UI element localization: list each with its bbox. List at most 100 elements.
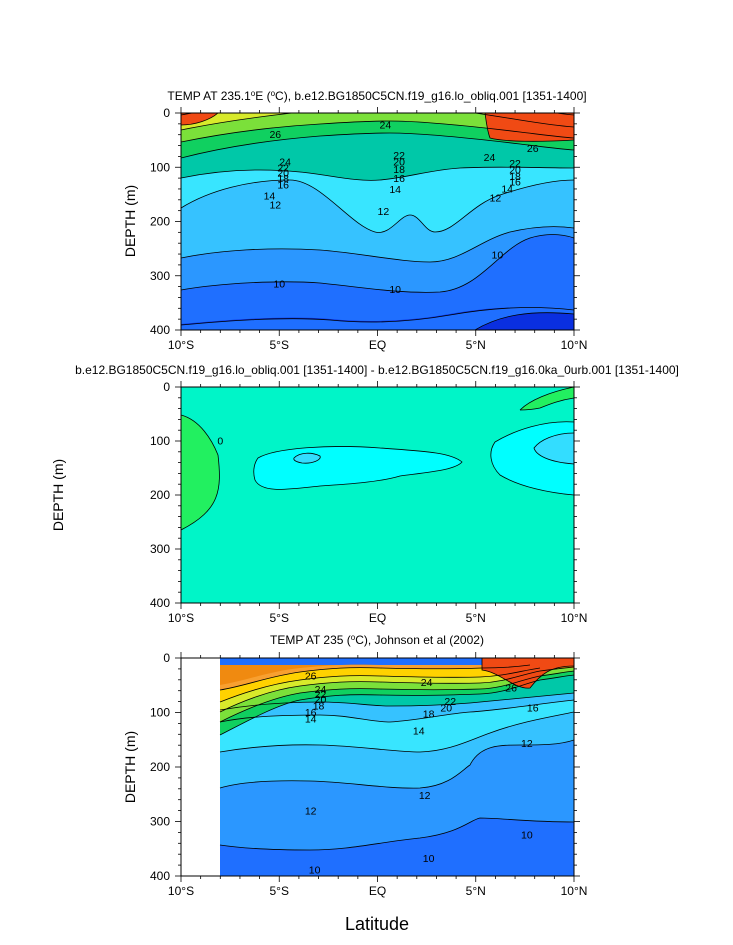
contour-label: 16 [509, 176, 521, 188]
y-tick-label: 400 [150, 323, 170, 337]
obs-band-24-26 [220, 665, 530, 690]
contour-label: 18 [313, 700, 325, 712]
band-26-28-right [420, 0, 574, 88]
y-tick-label: 300 [150, 815, 170, 829]
contour-label: 12 [378, 206, 390, 218]
contour-label: 22 [315, 689, 327, 701]
contour-label: 16 [527, 703, 539, 715]
contour-label: 22 [444, 696, 456, 708]
contour-label: 24 [484, 152, 496, 164]
panel2-ylabel: DEPTH (m) [50, 459, 66, 531]
contour-label: 16 [277, 180, 289, 192]
panel1-contour-lines [181, 113, 574, 330]
diff-pos-topright [520, 387, 574, 410]
contour-label: 24 [315, 684, 327, 696]
contour-label: 18 [423, 709, 435, 721]
band-gt28-left [181, 113, 218, 125]
panel2-title: b.e12.BG1850C5CN.f19_g16.lo_obliq.001 [1… [75, 363, 679, 377]
contour-label: 12 [490, 193, 502, 205]
diff-base [181, 387, 574, 603]
contour-label: 12 [419, 790, 431, 802]
band-24-26 [181, 0, 574, 103]
x-tick-label: EQ [369, 611, 386, 625]
panel2-contour-labels: 0 [217, 436, 223, 448]
contour-label: 26 [269, 129, 281, 141]
contour-label: 22 [277, 162, 289, 174]
x-tick-label: 5°N [466, 611, 486, 625]
x-tick-label: EQ [369, 338, 386, 352]
contour-label: 20 [509, 164, 521, 176]
x-tick-label: 5°N [466, 338, 486, 352]
contour-label: 18 [509, 171, 521, 183]
contour-label: 26 [527, 143, 539, 155]
y-tick-label: 0 [163, 651, 170, 665]
panel2-filled-contours [181, 387, 574, 603]
y-tick-label: 100 [150, 434, 170, 448]
x-tick-label: 5°S [270, 338, 289, 352]
x-tick-label: 5°N [466, 884, 486, 898]
contour-label: 22 [509, 158, 521, 170]
x-tick-label: 10°S [168, 611, 194, 625]
contour-label: 20 [393, 156, 405, 168]
band-deep-right [475, 312, 574, 330]
y-tick-label: 0 [163, 106, 170, 120]
band-13-14 [181, 167, 574, 233]
panel1-filled-contours [181, 0, 574, 330]
diff-pos-left [181, 415, 220, 530]
contour-label: 14 [501, 183, 513, 195]
band-11-12 [181, 226, 574, 293]
x-tick-label: 10°S [168, 884, 194, 898]
diff-neg2-centre [293, 453, 321, 464]
y-tick-label: 400 [150, 596, 170, 610]
contour-label: 10 [389, 284, 401, 296]
panel-difference: b.e12.BG1850C5CN.f19_g16.lo_obliq.001 [1… [50, 363, 679, 625]
contour-label: 10 [492, 250, 504, 262]
y-tick-label: 200 [150, 760, 170, 774]
y-tick-label: 100 [150, 706, 170, 720]
contour-label: 20 [440, 703, 452, 715]
panel-model-temp: TEMP AT 235.1oE (oC), b.e12.BG1850C5CN.f… [122, 0, 587, 353]
x-tick-label: 10°N [561, 884, 588, 898]
y-tick-label: 200 [150, 215, 170, 229]
obs-band-gt28 [482, 658, 574, 689]
contour-label: 14 [413, 726, 425, 738]
contour-label: 26 [305, 670, 317, 682]
contour-label: 12 [521, 738, 533, 750]
band-gt28-right [485, 113, 574, 142]
panel3-title: TEMP AT 235 (oC), Johnson et al (2002) [270, 633, 484, 648]
y-tick-label: 400 [150, 869, 170, 883]
panel2-axes: 10°S 5°S EQ 5°N 10°N 0 100 200 300 400 [150, 380, 587, 625]
contour-label: 24 [279, 156, 291, 168]
contour-label: 16 [305, 707, 317, 719]
contour-label: 18 [277, 173, 289, 185]
band-10-11 [181, 307, 574, 330]
panel3-ylabel: DEPTH (m) [122, 731, 138, 803]
x-tick-label: 10°N [561, 611, 588, 625]
band-10-11b [181, 234, 574, 324]
band-16-18 [181, 121, 574, 158]
y-tick-label: 0 [163, 380, 170, 394]
band-18-20 [181, 113, 574, 142]
y-tick-label: 300 [150, 269, 170, 283]
contour-label: 14 [389, 184, 401, 196]
x-tick-label: 5°S [270, 611, 289, 625]
x-axis-label: Latitude [345, 914, 409, 934]
contour-label: 10 [521, 830, 533, 842]
panel-observations: TEMP AT 235 (oC), Johnson et al (2002) [122, 633, 587, 899]
band-14-16 [181, 133, 574, 181]
contour-label: 10 [423, 853, 435, 865]
y-tick-label: 300 [150, 542, 170, 556]
contour-label: 18 [393, 164, 405, 176]
panel3-axes: 10°S 5°S EQ 5°N 10°N 0 100 200 300 400 [150, 651, 587, 898]
band-12-13 [181, 180, 574, 262]
contour-label: 22 [393, 150, 405, 162]
panel1-title: TEMP AT 235.1oE (oC), b.e12.BG1850C5CN.f… [167, 89, 586, 104]
band-26-28 [181, 0, 365, 75]
contour-label: 10 [273, 278, 285, 290]
panel1-axes: 10°S 5°S EQ 5°N 10°N 0 100 200 300 400 [150, 106, 587, 352]
y-tick-label: 200 [150, 488, 170, 502]
contour-label: 24 [421, 677, 433, 689]
contour-label: 24 [380, 119, 392, 131]
